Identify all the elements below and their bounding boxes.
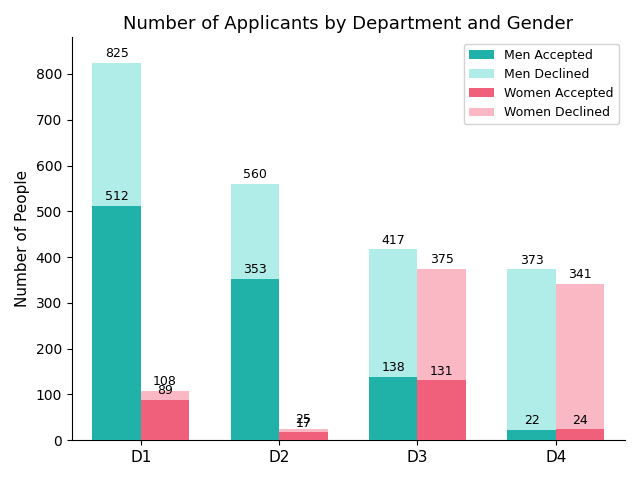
Bar xyxy=(417,380,466,440)
Text: 375: 375 xyxy=(430,253,454,266)
Text: 560: 560 xyxy=(243,168,267,181)
Bar xyxy=(508,269,556,440)
Bar xyxy=(369,249,417,440)
Text: 341: 341 xyxy=(568,268,592,281)
Text: 138: 138 xyxy=(381,361,405,374)
Bar xyxy=(556,284,604,440)
Text: 373: 373 xyxy=(520,254,543,267)
Text: 825: 825 xyxy=(105,47,129,60)
Y-axis label: Number of People: Number of People xyxy=(15,170,30,307)
Text: 22: 22 xyxy=(524,414,540,428)
Text: 512: 512 xyxy=(105,190,129,203)
Bar xyxy=(508,430,556,440)
Bar xyxy=(369,377,417,440)
Bar xyxy=(556,429,604,440)
Text: 24: 24 xyxy=(572,414,588,427)
Text: 353: 353 xyxy=(243,263,267,276)
Bar xyxy=(417,269,466,440)
Title: Number of Applicants by Department and Gender: Number of Applicants by Department and G… xyxy=(124,15,573,33)
Bar xyxy=(141,391,189,440)
Bar xyxy=(141,399,189,440)
Bar xyxy=(231,279,279,440)
Bar xyxy=(92,206,141,440)
Text: 89: 89 xyxy=(157,384,173,397)
Legend: Men Accepted, Men Declined, Women Accepted, Women Declined: Men Accepted, Men Declined, Women Accept… xyxy=(464,44,619,124)
Text: 25: 25 xyxy=(296,413,311,426)
Bar xyxy=(231,184,279,440)
Bar xyxy=(92,62,141,440)
Bar xyxy=(279,429,328,440)
Bar xyxy=(279,432,328,440)
Text: 108: 108 xyxy=(153,375,177,388)
Text: 17: 17 xyxy=(296,417,311,430)
Text: 131: 131 xyxy=(430,364,454,378)
Text: 417: 417 xyxy=(381,234,405,247)
